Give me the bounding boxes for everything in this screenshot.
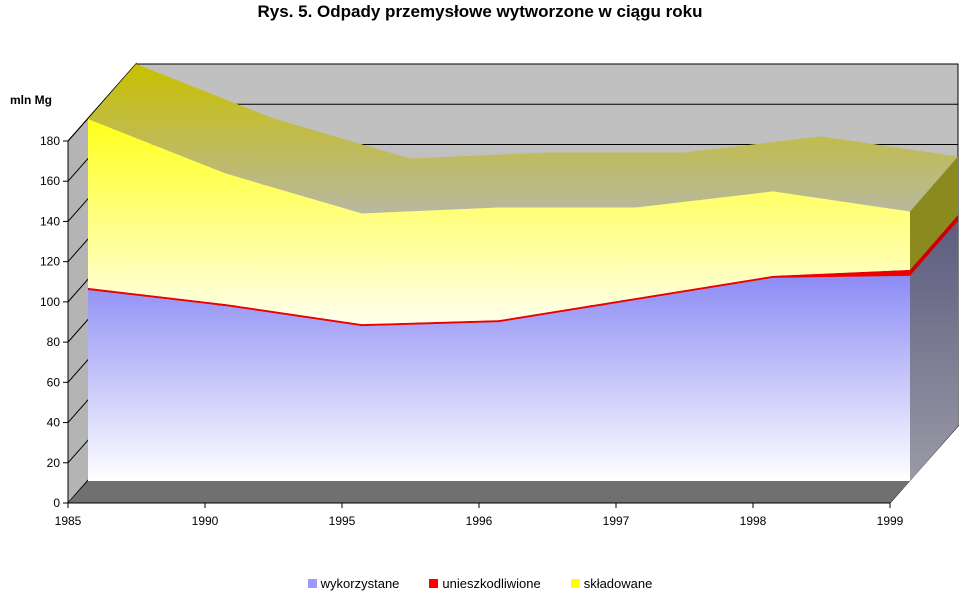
legend-label: składowane [583, 576, 653, 591]
floor-strip [68, 481, 910, 503]
legend-label: wykorzystane [320, 576, 400, 591]
y-tick-label: 80 [47, 335, 61, 349]
y-tick-label: 40 [47, 416, 61, 430]
series-areas [68, 64, 958, 503]
y-axis-unit: mln Mg [10, 93, 52, 107]
legend-label: unieszkodliwione [442, 576, 541, 591]
legend-swatch [429, 579, 439, 588]
side-face-skladowane [910, 156, 958, 270]
legend-item-skladowane: składowane [570, 576, 653, 591]
area-wykorzystane [88, 275, 910, 481]
area-unieszkodliwione [88, 269, 910, 327]
legend-item-wykorzystane: wykorzystane [307, 576, 400, 591]
x-tick-label: 1999 [877, 514, 904, 528]
y-tick-label: 140 [40, 214, 60, 228]
tick-labels: 0 20 40 60 80 100 120 140 160 180 mln Mg 1985 1990 19… [10, 93, 904, 528]
side-face-unieszkodliwione [910, 214, 958, 276]
x-tick-label: 1985 [55, 514, 82, 528]
x-tick-label: 1998 [740, 514, 767, 528]
x-tick-label: 1995 [329, 514, 356, 528]
y-tick-label: 0 [53, 496, 60, 510]
side-face-wykorzystane [910, 220, 958, 481]
legend-swatch [307, 579, 317, 588]
area-skladowane [88, 119, 910, 325]
y-tick-label: 100 [40, 295, 60, 309]
x-tick-label: 1990 [192, 514, 219, 528]
y-tick-label: 180 [40, 134, 60, 148]
legend-item-unieszkodliwione: unieszkodliwione [429, 576, 541, 591]
y-tick-label: 20 [47, 456, 61, 470]
axes [63, 140, 891, 508]
legend: wykorzystane unieszkodliwione składowane [0, 576, 960, 591]
x-tick-label: 1996 [466, 514, 493, 528]
legend-swatch [570, 579, 580, 588]
y-tick-label: 120 [40, 255, 60, 269]
area-top-surface [88, 64, 958, 214]
y-tick-label: 160 [40, 174, 60, 188]
y-tick-label: 60 [47, 375, 61, 389]
x-tick-label: 1997 [603, 514, 630, 528]
chart-title: Rys. 5. Odpady przemysłowe wytworzone w … [257, 2, 703, 21]
